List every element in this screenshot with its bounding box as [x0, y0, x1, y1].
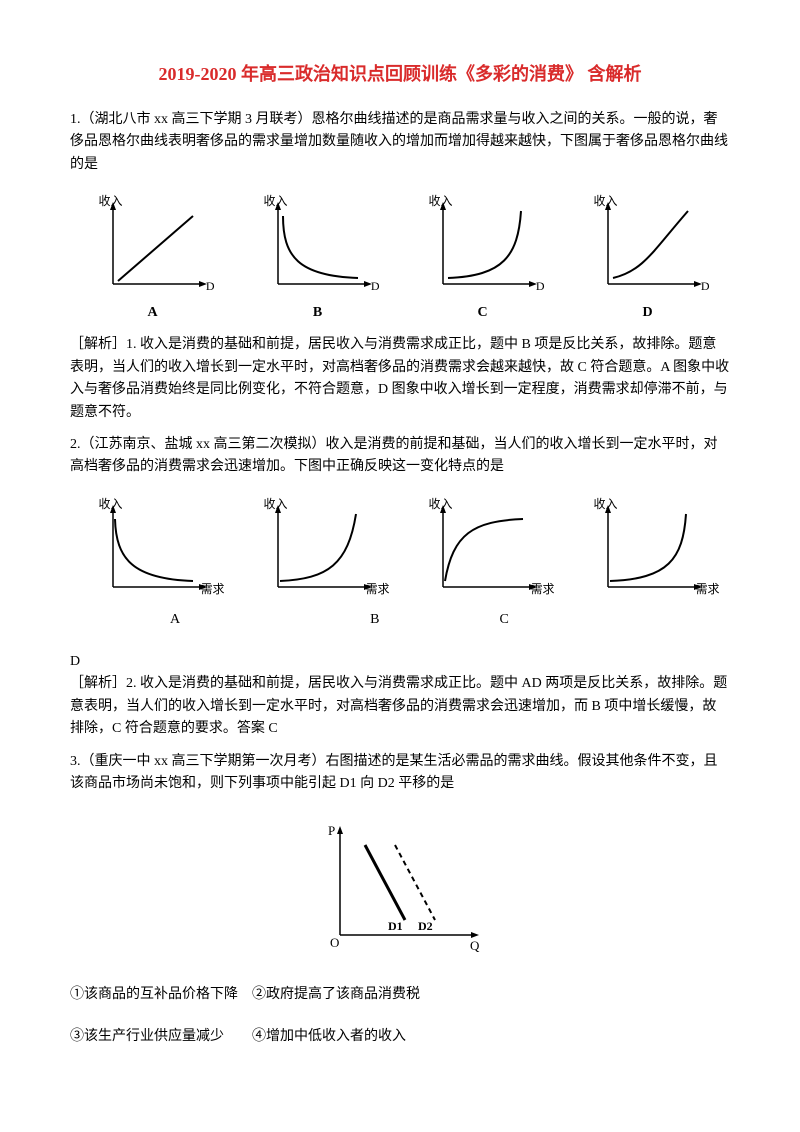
q2-answer: ［解析］2. 收入是消费的基础和前提，居民收入与消费需求成正比。题中 AD 两项…: [70, 673, 730, 740]
ylabel: 收入: [264, 495, 288, 514]
ylabel: 收入: [99, 495, 123, 514]
opt-b: B: [313, 302, 322, 324]
ylabel: 收入: [594, 192, 618, 211]
svg-text:O: O: [330, 935, 339, 950]
ylabel: 收入: [99, 192, 123, 211]
q1-chart-c: 收入 D C: [423, 196, 543, 324]
q2-chart-b: 收入 需求: [258, 499, 378, 599]
q2-chart-d: 收入 需求: [588, 499, 708, 599]
q2-opt-a: A: [170, 609, 180, 631]
q1-text: 1.（湖北八市 xx 高三下学期 3 月联考）恩格尔曲线描述的是商品需求量与收入…: [70, 109, 730, 176]
xlabel: 需求: [365, 580, 389, 599]
xlabel: 需求: [695, 580, 719, 599]
ylabel: 收入: [264, 192, 288, 211]
page-title: 2019-2020 年高三政治知识点回顾训练《多彩的消费》 含解析: [70, 60, 730, 89]
svg-text:D1: D1: [388, 919, 403, 933]
ylabel: 收入: [594, 495, 618, 514]
ylabel: 收入: [429, 495, 453, 514]
xlabel: D: [371, 277, 380, 296]
svg-text:P: P: [328, 823, 335, 838]
q2-chart-c: 收入 需求: [423, 499, 543, 599]
q2-chart-a: 收入 需求: [93, 499, 213, 599]
xlabel: D: [536, 277, 545, 296]
q3-opts1: ①该商品的互补品价格下降 ②政府提高了该商品消费税: [70, 984, 730, 1006]
q1-chart-a: 收入 D A: [93, 196, 213, 324]
opt-a: A: [147, 302, 157, 324]
xlabel: 需求: [200, 580, 224, 599]
q2-opt-d: D: [70, 651, 730, 673]
q3-text: 3.（重庆一中 xx 高三下学期第一次月考）右图描述的是某生活必需品的需求曲线。…: [70, 751, 730, 796]
q3-chart: P O Q D1 D2: [70, 815, 730, 963]
q2-text: 2.（江苏南京、盐城 xx 高三第二次模拟）收入是消费的前提和基础，当人们的收入…: [70, 434, 730, 479]
svg-text:Q: Q: [470, 938, 480, 953]
q2-charts: 收入 需求 收入 需求 收入: [70, 499, 730, 599]
q1-chart-b: 收入 D B: [258, 196, 378, 324]
opt-d: D: [642, 302, 652, 324]
q2-opt-b: B: [370, 609, 379, 631]
xlabel: 需求: [530, 580, 554, 599]
xlabel: D: [701, 277, 710, 296]
xlabel: D: [206, 277, 215, 296]
opt-c: C: [477, 302, 487, 324]
svg-text:D2: D2: [418, 919, 433, 933]
q1-answer: ［解析］1. 收入是消费的基础和前提，居民收入与消费需求成正比，题中 B 项是反…: [70, 334, 730, 424]
q1-chart-d: 收入 D D: [588, 196, 708, 324]
q2-options: A B C: [70, 609, 730, 631]
q2-opt-c: C: [499, 609, 508, 631]
ylabel: 收入: [429, 192, 453, 211]
q1-charts: 收入 D A 收入 D B 收入: [70, 196, 730, 324]
q3-opts2: ③该生产行业供应量减少 ④增加中低收入者的收入: [70, 1026, 730, 1048]
